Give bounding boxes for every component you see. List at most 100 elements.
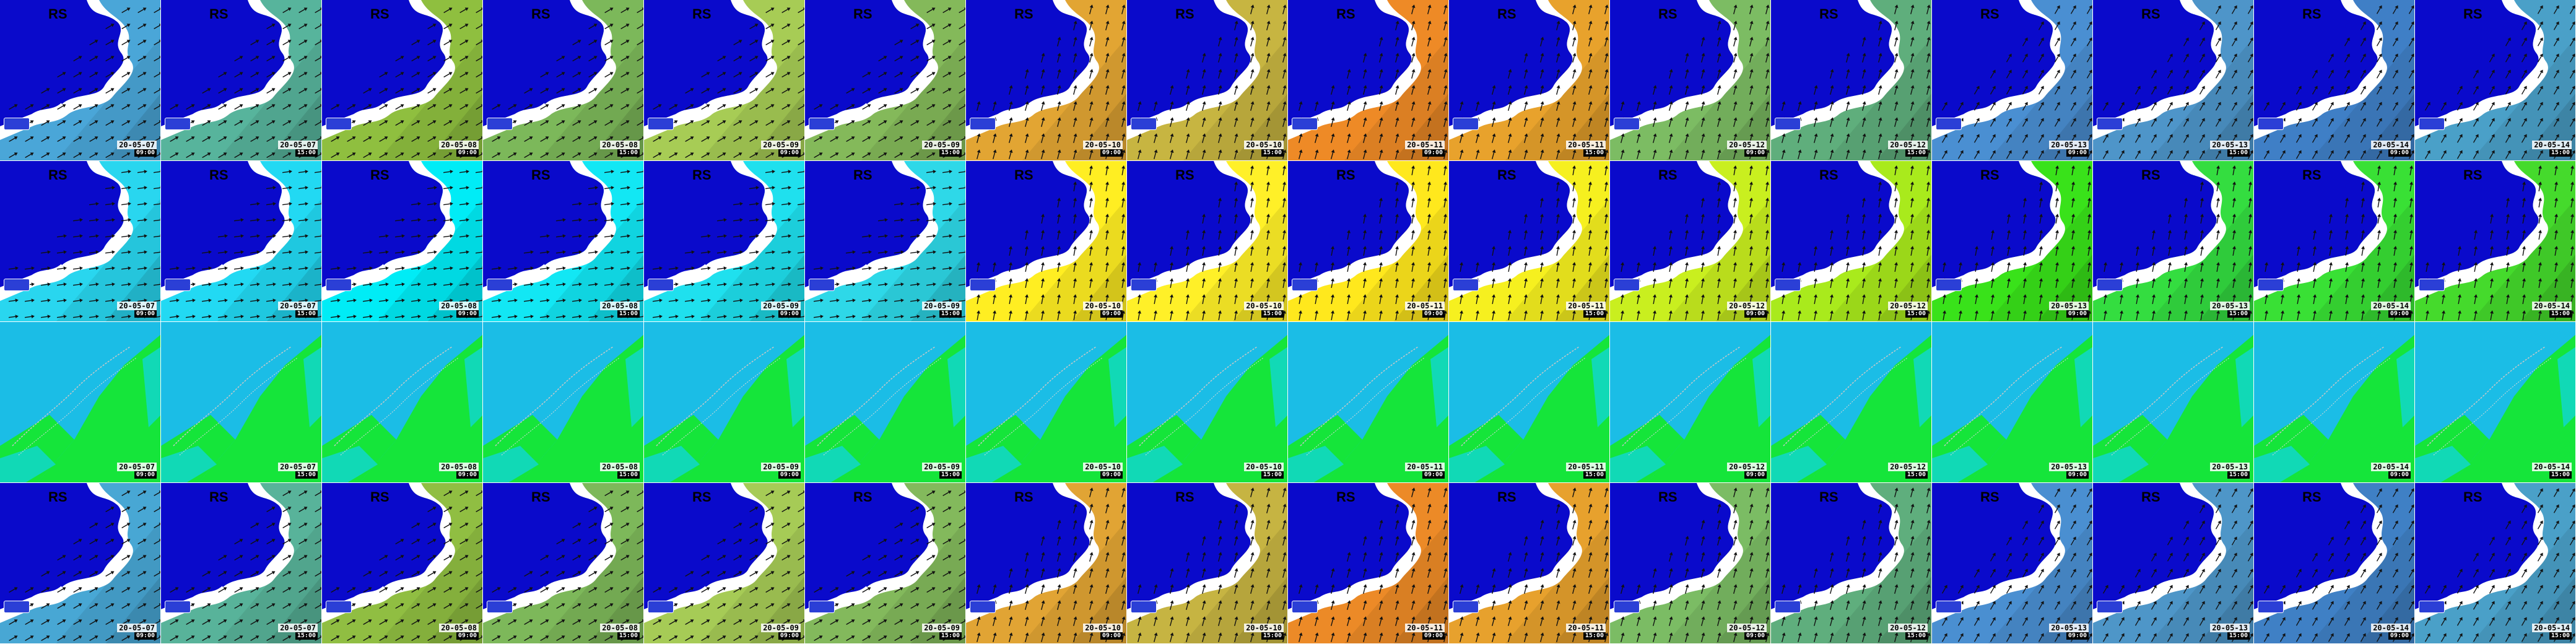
map-tile[interactable]: RS 20-05-07 15:00 bbox=[161, 0, 322, 161]
panel-label: RS bbox=[1014, 167, 1033, 183]
panel-label: RS bbox=[2302, 489, 2321, 505]
map-tile[interactable]: RS 20-05-08 15:00 bbox=[483, 161, 644, 322]
map-tile[interactable]: 20-05-09 15:00 bbox=[805, 322, 966, 483]
frame-date: 20-05-10 bbox=[1083, 463, 1123, 471]
map-tile[interactable]: RS 20-05-09 15:00 bbox=[805, 161, 966, 322]
map-tile[interactable]: RS 20-05-09 09:00 bbox=[644, 0, 805, 161]
map-tile[interactable]: 20-05-12 09:00 bbox=[1610, 322, 1771, 483]
map-tile[interactable]: RS 20-05-08 15:00 bbox=[483, 483, 644, 644]
frame-time: 09:00 bbox=[778, 149, 801, 157]
timestamp: 20-05-11 15:00 bbox=[1566, 302, 1606, 318]
map-tile[interactable]: RS 20-05-10 15:00 bbox=[1127, 161, 1288, 322]
frame-date: 20-05-10 bbox=[1244, 302, 1284, 310]
map-tile[interactable]: RS 20-05-13 09:00 bbox=[1932, 483, 2093, 644]
map-tile[interactable]: 20-05-13 15:00 bbox=[2093, 322, 2254, 483]
map-tile[interactable]: RS 20-05-08 09:00 bbox=[322, 0, 483, 161]
map-tile[interactable]: RS 20-05-12 15:00 bbox=[1771, 0, 1932, 161]
map-tile[interactable]: 20-05-08 15:00 bbox=[483, 322, 644, 483]
map-tile[interactable]: RS 20-05-12 09:00 bbox=[1610, 161, 1771, 322]
map-tile[interactable]: RS 20-05-13 09:00 bbox=[1932, 0, 2093, 161]
map-tile[interactable]: RS 20-05-07 15:00 bbox=[161, 161, 322, 322]
map-tile[interactable]: RS 20-05-07 09:00 bbox=[0, 483, 161, 644]
frame-time: 09:00 bbox=[2388, 471, 2411, 479]
map-tile[interactable]: RS 20-05-10 15:00 bbox=[1127, 0, 1288, 161]
map-tile[interactable]: RS 20-05-08 09:00 bbox=[322, 161, 483, 322]
logo-icon bbox=[2258, 279, 2284, 291]
wind-map bbox=[966, 483, 1126, 643]
logo-icon bbox=[1614, 279, 1640, 291]
map-tile[interactable]: 20-05-11 09:00 bbox=[1288, 322, 1449, 483]
map-tile[interactable]: RS 20-05-11 15:00 bbox=[1449, 161, 1610, 322]
map-tile[interactable]: RS 20-05-09 09:00 bbox=[644, 161, 805, 322]
map-tile[interactable]: RS 20-05-12 15:00 bbox=[1771, 483, 1932, 644]
panel-label: RS bbox=[370, 489, 389, 505]
map-tile[interactable]: RS 20-05-10 15:00 bbox=[1127, 483, 1288, 644]
map-tile[interactable]: RS 20-05-14 15:00 bbox=[2415, 483, 2576, 644]
map-tile[interactable]: 20-05-09 09:00 bbox=[644, 322, 805, 483]
map-tile[interactable]: RS 20-05-14 09:00 bbox=[2254, 483, 2415, 644]
map-tile[interactable]: RS 20-05-07 09:00 bbox=[0, 0, 161, 161]
map-tile[interactable]: 20-05-10 09:00 bbox=[966, 322, 1127, 483]
map-tile[interactable]: 20-05-08 09:00 bbox=[322, 322, 483, 483]
map-tile[interactable]: RS 20-05-12 09:00 bbox=[1610, 483, 1771, 644]
map-tile[interactable]: 20-05-10 15:00 bbox=[1127, 322, 1288, 483]
map-tile[interactable]: RS 20-05-09 15:00 bbox=[805, 483, 966, 644]
map-tile[interactable]: RS 20-05-13 15:00 bbox=[2093, 161, 2254, 322]
map-tile[interactable]: 20-05-13 09:00 bbox=[1932, 322, 2093, 483]
panel-label: RS bbox=[2463, 167, 2482, 183]
panel-label: RS bbox=[1819, 489, 1838, 505]
frame-time: 15:00 bbox=[617, 471, 640, 479]
map-tile[interactable]: RS 20-05-13 09:00 bbox=[1932, 161, 2093, 322]
panel-label: RS bbox=[1014, 489, 1033, 505]
map-tile[interactable]: 20-05-07 15:00 bbox=[161, 322, 322, 483]
panel-label: RS bbox=[2463, 489, 2482, 505]
timestamp: 20-05-08 15:00 bbox=[600, 463, 640, 479]
map-tile[interactable]: RS 20-05-14 15:00 bbox=[2415, 0, 2576, 161]
frame-time: 09:00 bbox=[134, 471, 157, 479]
map-tile[interactable]: RS 20-05-14 09:00 bbox=[2254, 161, 2415, 322]
map-tile[interactable]: RS 20-05-09 09:00 bbox=[644, 483, 805, 644]
timestamp: 20-05-07 09:00 bbox=[117, 624, 157, 640]
map-tile[interactable]: 20-05-11 15:00 bbox=[1449, 322, 1610, 483]
map-tile[interactable]: RS 20-05-14 09:00 bbox=[2254, 0, 2415, 161]
map-tile[interactable]: RS 20-05-10 09:00 bbox=[966, 483, 1127, 644]
map-tile[interactable]: RS 20-05-12 09:00 bbox=[1610, 0, 1771, 161]
map-tile[interactable]: RS 20-05-14 15:00 bbox=[2415, 161, 2576, 322]
map-tile[interactable]: RS 20-05-11 15:00 bbox=[1449, 0, 1610, 161]
panel-label: RS bbox=[853, 489, 872, 505]
map-tile[interactable]: 20-05-14 09:00 bbox=[2254, 322, 2415, 483]
wave-map bbox=[1449, 161, 1609, 321]
map-tile[interactable]: 20-05-12 15:00 bbox=[1771, 322, 1932, 483]
map-tile[interactable]: 20-05-14 15:00 bbox=[2415, 322, 2576, 483]
frame-date: 20-05-09 bbox=[761, 302, 801, 310]
frame-time: 09:00 bbox=[456, 632, 479, 640]
map-tile[interactable]: RS 20-05-11 15:00 bbox=[1449, 483, 1610, 644]
map-tile[interactable]: RS 20-05-12 15:00 bbox=[1771, 161, 1932, 322]
map-tile[interactable]: RS 20-05-10 09:00 bbox=[966, 0, 1127, 161]
map-tile[interactable]: 20-05-07 09:00 bbox=[0, 322, 161, 483]
frame-date: 20-05-09 bbox=[922, 463, 962, 471]
map-tile[interactable]: RS 20-05-11 09:00 bbox=[1288, 161, 1449, 322]
map-tile[interactable]: RS 20-05-11 09:00 bbox=[1288, 483, 1449, 644]
logo-icon bbox=[648, 118, 674, 130]
map-tile[interactable]: RS 20-05-07 15:00 bbox=[161, 483, 322, 644]
frame-date: 20-05-07 bbox=[117, 624, 157, 632]
logo-icon bbox=[4, 118, 30, 130]
map-tile[interactable]: RS 20-05-08 15:00 bbox=[483, 0, 644, 161]
logo-icon bbox=[970, 118, 996, 130]
logo-icon bbox=[2419, 601, 2445, 613]
logo-icon bbox=[487, 601, 513, 613]
map-tile[interactable]: RS 20-05-11 09:00 bbox=[1288, 0, 1449, 161]
frame-date: 20-05-07 bbox=[117, 463, 157, 471]
map-tile[interactable]: RS 20-05-09 15:00 bbox=[805, 0, 966, 161]
map-tile[interactable]: RS 20-05-13 15:00 bbox=[2093, 483, 2254, 644]
frame-time: 15:00 bbox=[939, 310, 962, 318]
timestamp: 20-05-12 09:00 bbox=[1727, 141, 1767, 157]
frame-date: 20-05-13 bbox=[2049, 141, 2089, 149]
map-tile[interactable]: RS 20-05-13 15:00 bbox=[2093, 0, 2254, 161]
map-tile[interactable]: RS 20-05-08 09:00 bbox=[322, 483, 483, 644]
map-tile[interactable]: RS 20-05-10 09:00 bbox=[966, 161, 1127, 322]
frame-date: 20-05-07 bbox=[278, 302, 318, 310]
frame-date: 20-05-09 bbox=[922, 302, 962, 310]
map-tile[interactable]: RS 20-05-07 09:00 bbox=[0, 161, 161, 322]
